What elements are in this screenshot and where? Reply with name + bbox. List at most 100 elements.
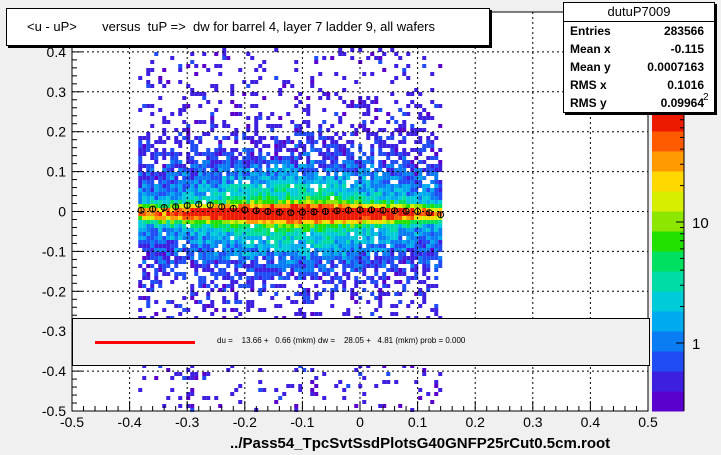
heatmap-cell [210,172,215,176]
heatmap-cell [398,124,403,128]
heatmap-cell [330,188,335,192]
heatmap-cell [138,164,143,168]
heatmap-cell [370,132,375,136]
heatmap-cell [178,216,183,220]
heatmap-cell [338,276,343,280]
heatmap-cell [354,200,359,204]
heatmap-cell [338,188,343,192]
heatmap-cell [418,288,423,292]
x-axis-title: ../Pass54_TpcSvtSsdPlotsG40GNFP25rCut0.5… [230,435,611,452]
heatmap-cell [210,116,215,120]
heatmap-cell [318,240,323,244]
heatmap-cell [226,272,231,276]
heatmap-cell [338,192,343,196]
heatmap-cell [382,380,387,384]
heatmap-cell [274,232,279,236]
heatmap-cell [278,224,283,228]
heatmap-cell [138,172,143,176]
heatmap-cell [418,148,423,152]
heatmap-cell [242,184,247,188]
heatmap-cell [146,212,151,216]
heatmap-cell [138,156,143,160]
heatmap-cell [294,244,299,248]
heatmap-cell [138,264,143,268]
heatmap-cell [362,232,367,236]
heatmap-cell [382,192,387,196]
heatmap-cell [246,216,251,220]
heatmap-cell [346,200,351,204]
heatmap-cell [190,296,195,300]
heatmap-cell [362,248,367,252]
heatmap-cell [194,292,199,296]
heatmap-cell [274,180,279,184]
heatmap-cell [278,396,283,400]
heatmap-cell [186,192,191,196]
heatmap-cell [358,144,363,148]
heatmap-cell [246,244,251,248]
heatmap-cell [438,244,443,248]
heatmap-cell [414,192,419,196]
heatmap-cell [198,136,203,140]
heatmap-cell [322,152,327,156]
heatmap-cell [386,252,391,256]
heatmap-cell [298,128,303,132]
heatmap-cell [358,264,363,268]
heatmap-cell [142,216,147,220]
heatmap-cell [218,160,223,164]
heatmap-cell [202,208,207,212]
heatmap-cell [214,396,219,400]
heatmap-cell [250,80,255,84]
heatmap-cell [434,256,439,260]
heatmap-cell [350,296,355,300]
heatmap-cell [158,216,163,220]
heatmap-cell [298,384,303,388]
heatmap-cell [242,196,247,200]
heatmap-cell [142,136,147,140]
heatmap-cell [306,208,311,212]
heatmap-cell [318,152,323,156]
heatmap-cell [206,264,211,268]
heatmap-cell [146,252,151,256]
heatmap-cell [262,272,267,276]
heatmap-cell [178,68,183,72]
heatmap-cell [426,232,431,236]
heatmap-cell [386,192,391,196]
heatmap-cell [234,196,239,200]
heatmap-cell [210,208,215,212]
heatmap-cell [302,244,307,248]
heatmap-cell [138,224,143,228]
heatmap-cell [350,204,355,208]
heatmap-cell [330,216,335,220]
heatmap-cell [426,140,431,144]
heatmap-cell [258,228,263,232]
heatmap-cell [182,220,187,224]
heatmap-cell [382,232,387,236]
heatmap-cell [206,304,211,308]
heatmap-cell [142,260,147,264]
heatmap-cell [226,264,231,268]
heatmap-cell [210,216,215,220]
heatmap-cell [290,120,295,124]
heatmap-cell [318,220,323,224]
heatmap-cell [394,280,399,284]
heatmap-cell [218,404,223,408]
heatmap-cell [174,128,179,132]
heatmap-cell [158,136,163,140]
heatmap-cell [342,232,347,236]
heatmap-cell [386,372,391,376]
heatmap-cell [190,244,195,248]
heatmap-cell [330,212,335,216]
heatmap-cell [302,264,307,268]
heatmap-cell [262,248,267,252]
heatmap-cell [250,152,255,156]
heatmap-cell [410,148,415,152]
heatmap-cell [422,368,427,372]
heatmap-cell [202,268,207,272]
heatmap-cell [158,280,163,284]
heatmap-cell [190,252,195,256]
heatmap-cell [402,248,407,252]
heatmap-cell [338,248,343,252]
heatmap-cell [186,228,191,232]
heatmap-cell [398,280,403,284]
heatmap-cell [254,204,259,208]
